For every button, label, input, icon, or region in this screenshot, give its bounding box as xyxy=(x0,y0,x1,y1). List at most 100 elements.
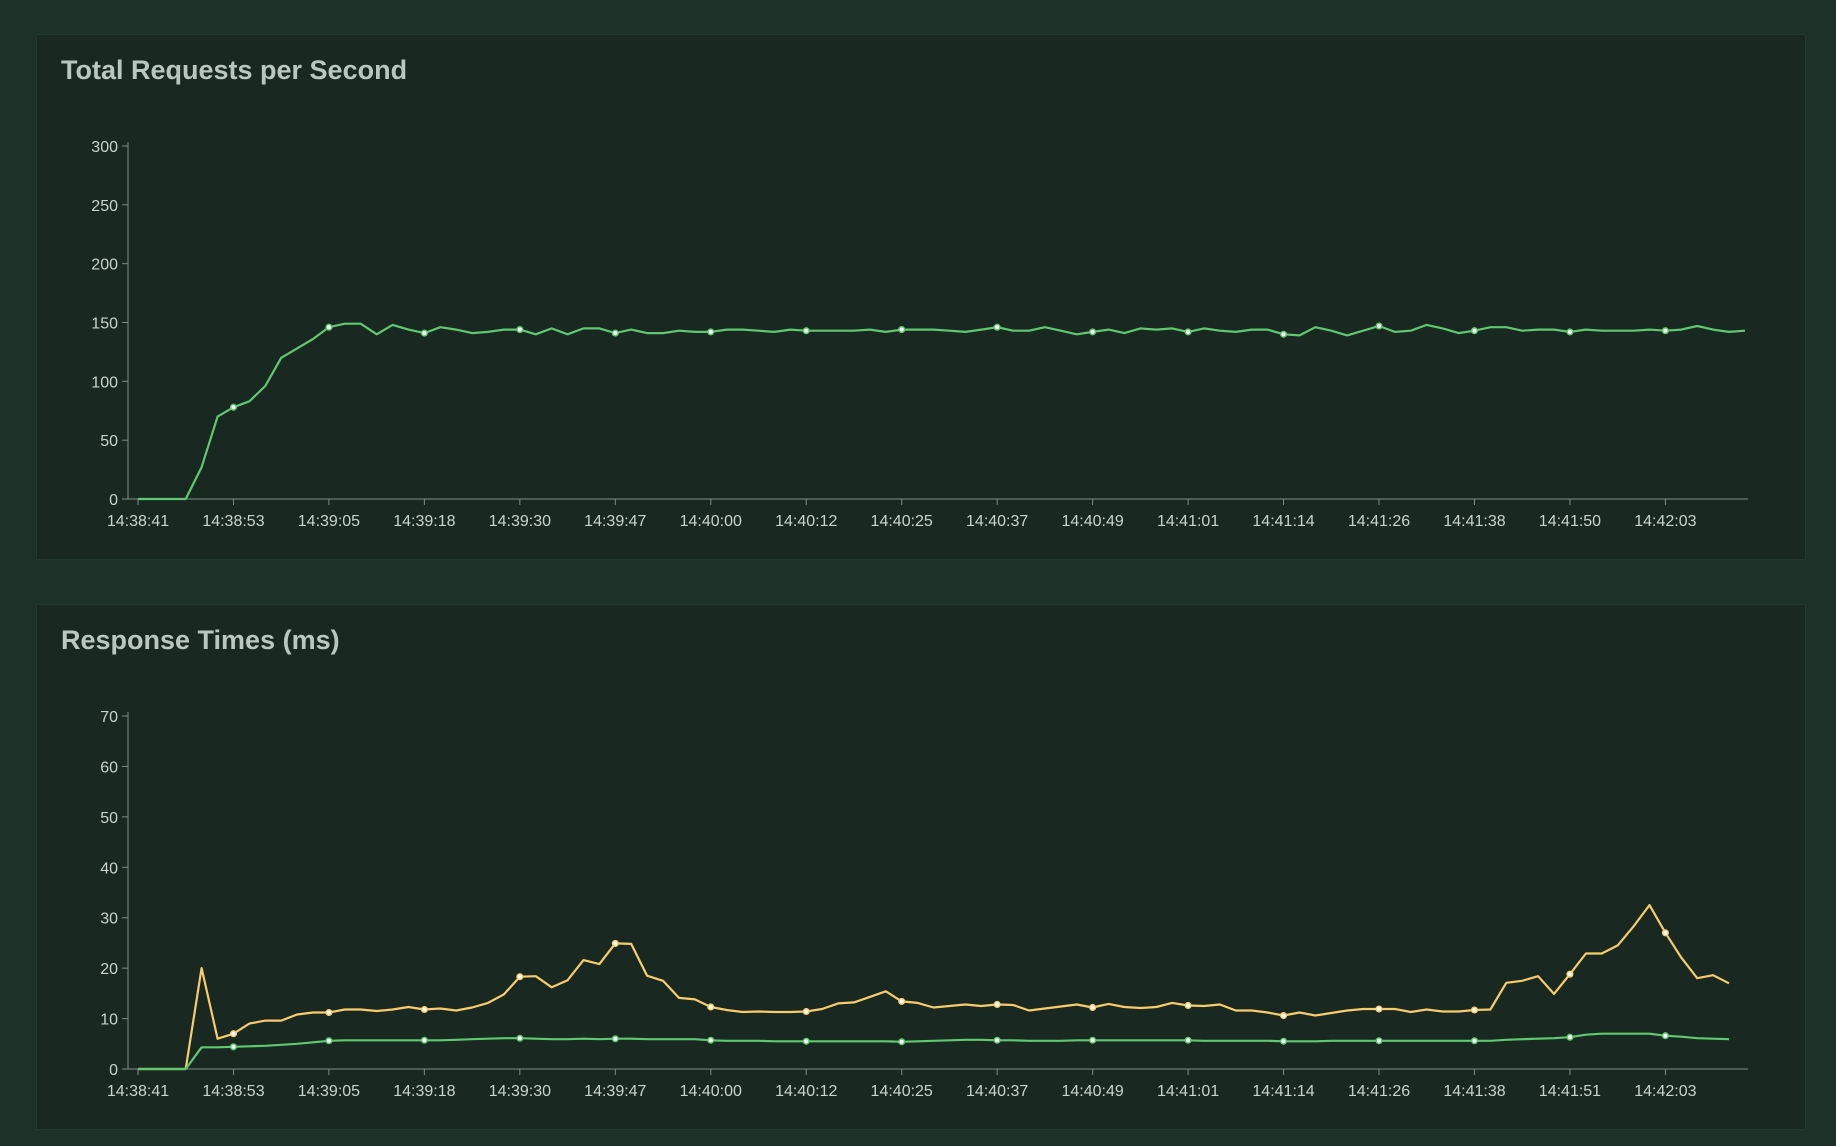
data-point-marker[interactable] xyxy=(707,328,715,336)
data-point-marker[interactable] xyxy=(516,1034,524,1042)
data-point-marker[interactable] xyxy=(1184,1001,1192,1010)
y-tick-label: 0 xyxy=(109,1062,118,1079)
x-tick-label: 14:38:41 xyxy=(107,513,169,530)
data-point-marker[interactable] xyxy=(1280,1011,1288,1020)
x-tick-label: 14:38:53 xyxy=(202,513,264,530)
x-tick-label: 14:40:00 xyxy=(680,513,742,530)
data-point-marker[interactable] xyxy=(420,1036,428,1044)
data-point-marker[interactable] xyxy=(707,1003,715,1011)
data-point-marker[interactable] xyxy=(325,1037,333,1045)
data-point-marker[interactable] xyxy=(993,1000,1001,1009)
x-tick-label: 14:41:26 xyxy=(1348,513,1410,530)
x-tick-label: 14:40:00 xyxy=(680,1083,742,1100)
y-tick-label: 300 xyxy=(91,139,118,156)
data-point-marker[interactable] xyxy=(1280,1037,1288,1045)
x-tick-label: 14:39:30 xyxy=(489,1083,551,1100)
data-point-marker[interactable] xyxy=(802,327,810,335)
data-point-marker[interactable] xyxy=(325,323,333,331)
x-tick-label: 14:41:38 xyxy=(1443,1083,1505,1100)
data-point-marker[interactable] xyxy=(1089,1003,1097,1012)
series-line-median xyxy=(138,1032,1730,1071)
rps-chart-title: Total Requests per Second xyxy=(61,55,408,85)
x-tick-label: 14:40:49 xyxy=(1061,513,1123,530)
x-tick-label: 14:39:47 xyxy=(584,1083,646,1100)
x-tick-label: 14:40:12 xyxy=(775,1083,837,1100)
x-tick-label: 14:41:26 xyxy=(1348,1083,1410,1100)
x-tick-label: 14:41:38 xyxy=(1443,513,1505,530)
data-point-marker[interactable] xyxy=(1280,330,1288,338)
x-tick-label: 14:42:03 xyxy=(1634,1083,1696,1100)
data-point-marker[interactable] xyxy=(1470,327,1479,335)
x-tick-label: 14:41:50 xyxy=(1539,513,1601,530)
data-point-marker[interactable] xyxy=(707,1036,715,1044)
data-point-marker[interactable] xyxy=(1375,1005,1383,1013)
data-point-marker[interactable] xyxy=(1566,328,1574,336)
data-point-marker[interactable] xyxy=(802,1007,810,1016)
data-point-marker[interactable] xyxy=(611,939,619,947)
x-tick-label: 14:41:14 xyxy=(1252,513,1314,530)
y-tick-label: 150 xyxy=(91,316,118,333)
y-tick-label: 70 xyxy=(100,709,118,726)
data-point-marker[interactable] xyxy=(611,329,619,337)
rps-chart: 0 50 100 150 200 250 300 14:38:41 14:38:53 14:39:… xyxy=(91,139,1748,530)
data-point-marker[interactable] xyxy=(1375,322,1383,330)
data-point-marker[interactable] xyxy=(420,1005,428,1014)
y-tick-label: 40 xyxy=(100,860,118,877)
y-tick-label: 50 xyxy=(100,433,118,450)
x-tick-label: 14:41:01 xyxy=(1157,513,1219,530)
data-point-marker[interactable] xyxy=(229,1043,238,1051)
y-tick-label: 250 xyxy=(91,198,118,215)
data-point-marker[interactable] xyxy=(898,1038,906,1046)
response-times-panel: Response Times (ms) 0 10 20 30 40 50 60 70 14:38… xyxy=(36,604,1806,1130)
data-point-marker[interactable] xyxy=(1470,1037,1479,1045)
data-point-marker[interactable] xyxy=(1470,1006,1479,1014)
x-tick-label: 14:40:37 xyxy=(966,1083,1028,1100)
x-tick-label: 14:39:05 xyxy=(298,513,360,530)
x-tick-label: 14:41:14 xyxy=(1252,1083,1314,1100)
response-times-chart: 0 10 20 30 40 50 60 70 14:38:41 14:38:53 14:39:05 1… xyxy=(100,709,1748,1100)
data-point-marker[interactable] xyxy=(516,326,524,334)
series-line-rps xyxy=(138,322,1746,501)
x-tick-label: 14:39:05 xyxy=(298,1083,360,1100)
data-point-marker[interactable] xyxy=(229,1030,238,1038)
x-tick-label: 14:40:25 xyxy=(871,1083,933,1100)
x-tick-label: 14:40:37 xyxy=(966,513,1028,530)
data-point-marker[interactable] xyxy=(516,973,524,981)
x-tick-label: 14:38:53 xyxy=(202,1083,264,1100)
y-tick-label: 10 xyxy=(100,1012,118,1029)
y-tick-label: 100 xyxy=(91,374,118,391)
x-tick-label: 14:38:41 xyxy=(107,1083,169,1100)
x-tick-label: 14:40:49 xyxy=(1061,1083,1123,1100)
data-point-marker[interactable] xyxy=(1566,1033,1574,1041)
data-point-marker[interactable] xyxy=(325,1008,333,1017)
data-point-marker[interactable] xyxy=(898,997,906,1005)
data-point-marker[interactable] xyxy=(420,329,428,337)
data-point-marker[interactable] xyxy=(1661,327,1669,335)
data-point-marker[interactable] xyxy=(1089,1036,1097,1044)
x-tick-label: 14:39:30 xyxy=(489,513,551,530)
series-line-95th-percentile xyxy=(138,904,1730,1071)
data-point-marker[interactable] xyxy=(993,323,1001,331)
data-point-marker[interactable] xyxy=(1089,328,1097,336)
x-tick-label: 14:41:01 xyxy=(1157,1083,1219,1100)
data-point-marker[interactable] xyxy=(993,1036,1001,1044)
x-tick-label: 14:39:47 xyxy=(584,513,646,530)
y-tick-label: 60 xyxy=(100,759,118,776)
data-point-marker[interactable] xyxy=(1566,970,1574,978)
data-point-marker[interactable] xyxy=(1661,1032,1669,1040)
x-tick-label: 14:39:18 xyxy=(393,513,455,530)
y-tick-label: 200 xyxy=(91,257,118,274)
data-point-marker[interactable] xyxy=(1184,328,1192,336)
data-point-marker[interactable] xyxy=(898,326,906,334)
y-tick-label: 20 xyxy=(100,961,118,978)
data-point-marker[interactable] xyxy=(1184,1036,1192,1044)
data-point-marker[interactable] xyxy=(611,1035,619,1043)
x-tick-label: 14:42:03 xyxy=(1634,513,1696,530)
data-point-marker[interactable] xyxy=(1661,929,1669,937)
data-point-marker[interactable] xyxy=(229,403,238,411)
data-point-marker[interactable] xyxy=(802,1037,810,1045)
response-times-chart-title: Response Times (ms) xyxy=(61,625,340,655)
x-tick-label: 14:39:18 xyxy=(393,1083,455,1100)
data-point-marker[interactable] xyxy=(1375,1037,1383,1045)
x-tick-label: 14:40:12 xyxy=(775,513,837,530)
